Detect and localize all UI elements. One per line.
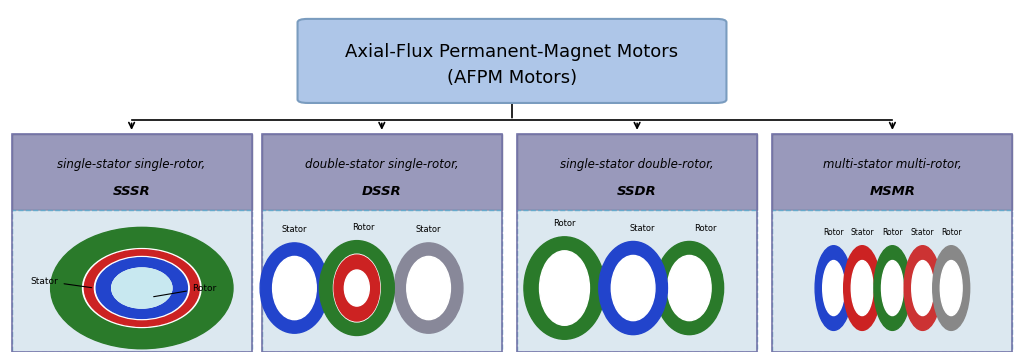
- Ellipse shape: [96, 258, 187, 318]
- Ellipse shape: [815, 246, 852, 330]
- Ellipse shape: [407, 256, 451, 320]
- Text: Stator: Stator: [31, 276, 91, 288]
- Ellipse shape: [540, 251, 590, 325]
- Ellipse shape: [334, 255, 380, 321]
- FancyBboxPatch shape: [262, 134, 502, 210]
- Text: Rotor: Rotor: [154, 283, 216, 297]
- Ellipse shape: [84, 250, 200, 326]
- Ellipse shape: [112, 268, 172, 308]
- Ellipse shape: [344, 270, 370, 306]
- Ellipse shape: [851, 261, 873, 316]
- Ellipse shape: [272, 256, 316, 320]
- Text: (AFPM Motors): (AFPM Motors): [446, 69, 578, 87]
- Ellipse shape: [260, 243, 329, 333]
- Ellipse shape: [83, 249, 201, 328]
- FancyBboxPatch shape: [772, 210, 1013, 352]
- Text: Rotor: Rotor: [941, 228, 962, 237]
- Text: Stator: Stator: [850, 228, 873, 237]
- Ellipse shape: [611, 256, 655, 321]
- Ellipse shape: [394, 243, 463, 333]
- Text: Rotor: Rotor: [553, 219, 575, 228]
- Ellipse shape: [940, 261, 963, 316]
- Text: Stator: Stator: [910, 228, 935, 237]
- Ellipse shape: [844, 246, 881, 330]
- Text: double-stator single-rotor,: double-stator single-rotor,: [305, 158, 459, 171]
- Ellipse shape: [668, 256, 711, 321]
- Ellipse shape: [933, 246, 970, 330]
- Text: MSMR: MSMR: [869, 185, 915, 198]
- Text: single-stator double-rotor,: single-stator double-rotor,: [560, 158, 714, 171]
- FancyBboxPatch shape: [517, 134, 757, 210]
- Text: Stator: Stator: [416, 225, 441, 234]
- Text: Stator: Stator: [282, 225, 307, 234]
- Ellipse shape: [911, 261, 934, 316]
- Ellipse shape: [904, 246, 941, 330]
- Ellipse shape: [873, 246, 911, 330]
- FancyBboxPatch shape: [298, 19, 726, 103]
- Ellipse shape: [319, 241, 394, 335]
- Text: Stator: Stator: [630, 224, 655, 233]
- Text: Axial-Flux Permanent-Magnet Motors: Axial-Flux Permanent-Magnet Motors: [345, 43, 679, 61]
- FancyBboxPatch shape: [517, 210, 757, 352]
- Text: multi-stator multi-rotor,: multi-stator multi-rotor,: [823, 158, 962, 171]
- FancyBboxPatch shape: [11, 210, 252, 352]
- Text: Rotor: Rotor: [882, 228, 903, 237]
- Text: SSSR: SSSR: [113, 185, 151, 198]
- Ellipse shape: [524, 237, 605, 339]
- Text: Rotor: Rotor: [352, 223, 375, 232]
- Text: Rotor: Rotor: [823, 228, 844, 237]
- Ellipse shape: [112, 268, 172, 308]
- Text: DSSR: DSSR: [361, 185, 401, 198]
- Ellipse shape: [599, 241, 668, 335]
- Ellipse shape: [822, 261, 845, 316]
- Text: single-stator single-rotor,: single-stator single-rotor,: [57, 158, 206, 171]
- FancyBboxPatch shape: [11, 134, 252, 210]
- Text: Rotor: Rotor: [693, 224, 716, 233]
- Ellipse shape: [882, 261, 903, 316]
- Ellipse shape: [334, 254, 380, 322]
- Text: SSDR: SSDR: [617, 185, 657, 198]
- Ellipse shape: [655, 241, 724, 335]
- Ellipse shape: [50, 227, 233, 349]
- FancyBboxPatch shape: [262, 210, 502, 352]
- FancyBboxPatch shape: [772, 134, 1013, 210]
- Ellipse shape: [94, 257, 189, 319]
